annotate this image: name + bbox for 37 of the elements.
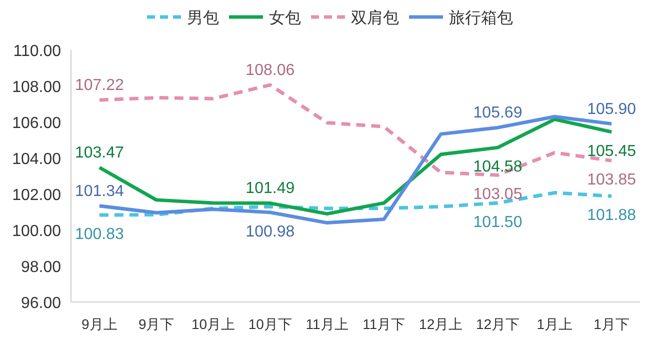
data-label: 104.58 (473, 158, 522, 176)
x-tick-label: 9月上 (82, 316, 118, 332)
x-tick-label: 12月上 (419, 316, 463, 332)
data-label: 100.98 (246, 223, 295, 240)
y-tick-label: 96.00 (20, 295, 62, 312)
data-label: 101.50 (473, 214, 522, 231)
x-tick-label: 9月下 (138, 316, 174, 332)
legend-label: 旅行箱包 (449, 9, 513, 27)
y-tick-label: 108.00 (12, 79, 62, 96)
x-tick-label: 1月下 (594, 316, 630, 332)
x-tick-label: 11月下 (362, 316, 406, 332)
data-label: 103.85 (587, 172, 636, 189)
y-tick-label: 110.00 (13, 43, 62, 60)
data-label: 101.49 (246, 180, 295, 198)
data-label: 101.88 (587, 207, 636, 224)
x-tick-label: 12月下 (476, 316, 520, 332)
x-tick-label: 10月上 (191, 316, 236, 332)
legend-label: 女包 (269, 10, 301, 27)
y-tick-label: 98.00 (20, 259, 62, 276)
data-label: 108.06 (246, 62, 295, 79)
y-tick-label: 106.00 (12, 115, 62, 132)
data-label: 100.83 (74, 226, 124, 244)
y-tick-label: 102.00 (12, 187, 62, 204)
data-label: 101.34 (74, 182, 124, 200)
legend-label: 男包 (187, 10, 219, 27)
data-label: 105.90 (587, 100, 636, 118)
x-tick-label: 1月上 (536, 316, 573, 332)
legend-label: 双肩包 (351, 9, 399, 27)
y-tick-label: 100.00 (12, 223, 62, 240)
data-label: 105.45 (587, 142, 636, 160)
y-tick-label: 104.00 (12, 151, 62, 168)
data-label: 103.05 (473, 186, 522, 204)
x-tick-label: 10月下 (248, 316, 292, 332)
data-label: 107.22 (74, 77, 124, 94)
x-tick-label: 11月上 (306, 316, 348, 332)
data-label: 105.69 (473, 104, 522, 122)
data-label: 103.47 (74, 144, 124, 162)
